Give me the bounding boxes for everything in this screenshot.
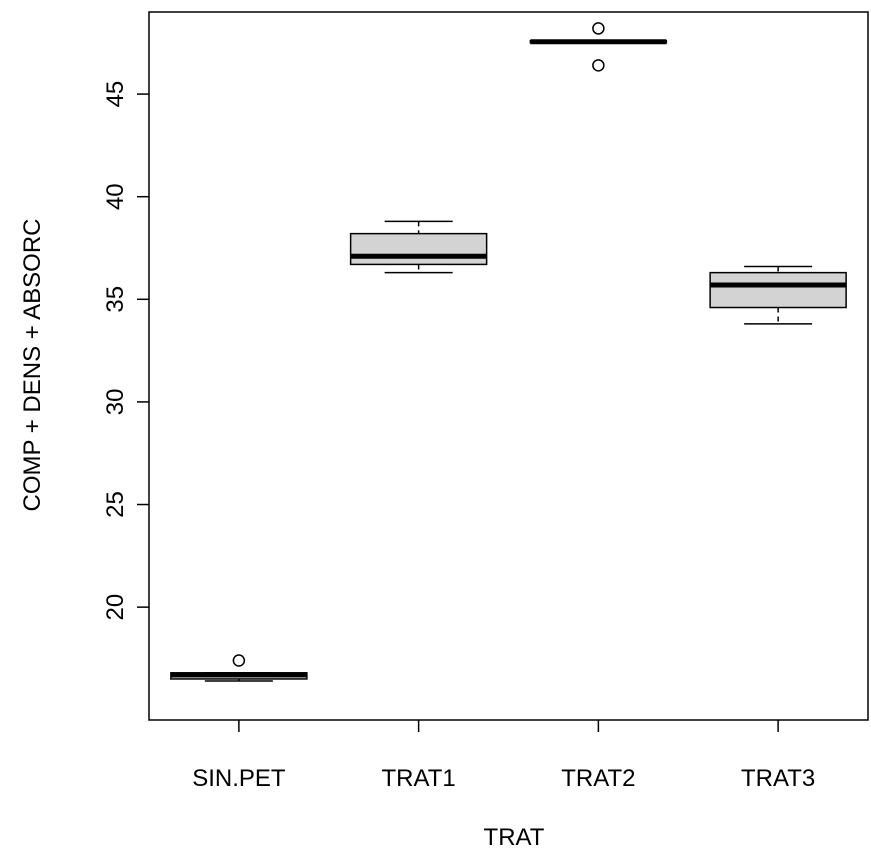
- y-tick-label: 45: [102, 81, 129, 108]
- plot-area: 20 25 30 35 40 45 SIN.PET TRAT1 TRAT2 TRAT3: [102, 11, 869, 792]
- outlier-point: [232, 654, 246, 667]
- outlier-point: [592, 22, 605, 35]
- y-tick-label: 25: [102, 491, 129, 518]
- plot-frame: [148, 11, 869, 721]
- x-tick-label: TRAT2: [561, 765, 635, 792]
- y-tick-label: 35: [102, 286, 129, 313]
- x-tick-label: SIN.PET: [192, 765, 286, 792]
- y-axis-title: COMP + DENS + ABSORC: [19, 219, 46, 512]
- x-tick-label: TRAT1: [382, 765, 456, 792]
- outlier-point: [592, 59, 605, 72]
- box-trat1: [349, 232, 488, 266]
- box-trat3: [709, 271, 847, 309]
- x-axis-title: TRAT: [484, 824, 545, 851]
- y-tick-label: 20: [102, 594, 129, 621]
- y-tick-label: 40: [102, 183, 129, 210]
- y-tick-label: 30: [102, 389, 129, 416]
- x-tick-label: TRAT3: [741, 765, 815, 792]
